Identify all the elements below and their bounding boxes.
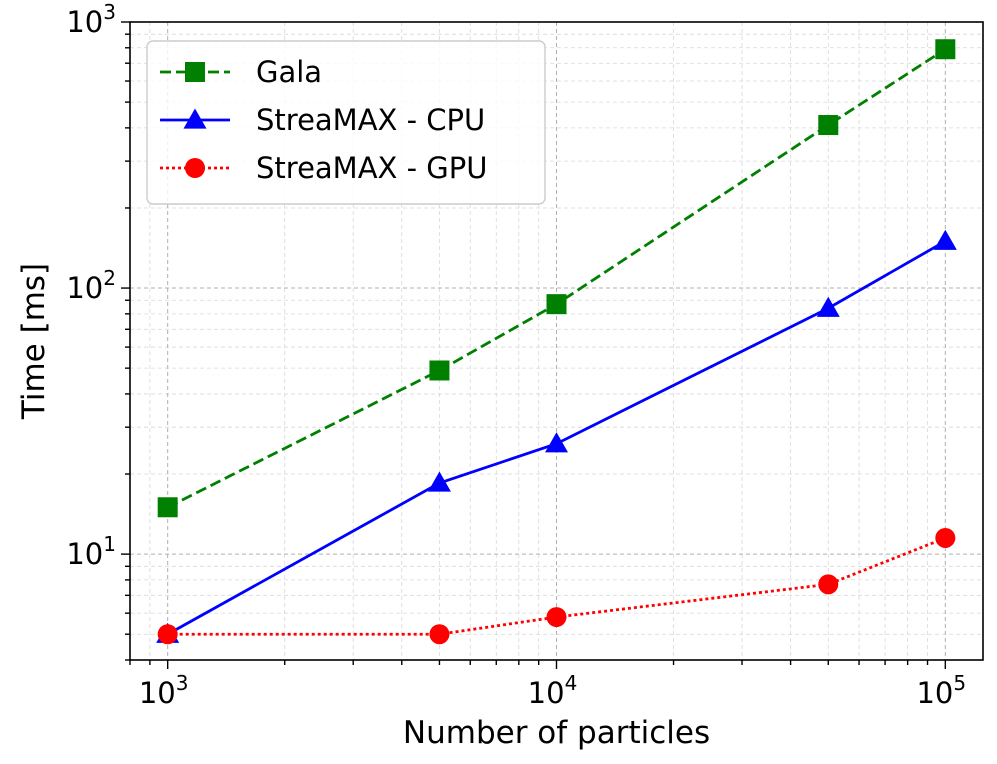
legend-label: Gala [256,55,322,89]
data-point-triangle [545,432,568,453]
x-tick-label: 104 [528,671,578,710]
x-axis-title: Number of particles [403,715,710,751]
data-point-triangle [816,296,840,317]
data-point-circle [157,624,178,645]
legend-item: Gala [160,55,322,89]
data-point-square [546,294,567,315]
tick-marks [121,21,947,669]
data-point-square [429,360,450,381]
legend-item: StreaMAX - CPU [160,103,485,137]
data-point-square [185,62,205,82]
data-point-square [935,39,956,60]
y-tick-label: 103 [66,0,116,39]
y-tick-label: 101 [66,532,116,571]
legend-label: StreaMAX - GPU [256,151,488,185]
legend-box [146,40,546,205]
data-point-square [818,115,839,136]
data-point-circle [429,624,450,645]
x-tick-labels: 103 104 105 [139,671,966,710]
data-point-triangle [183,108,207,129]
data-point-circle [546,607,567,628]
y-axis-title: Time [ms] [16,263,52,420]
data-point-circle [935,527,956,548]
legend-label: StreaMAX - CPU [256,103,485,137]
data-point-square [157,497,178,518]
series-circle [157,527,956,645]
data-point-triangle [933,229,957,250]
y-tick-labels: 101 102 103 [66,0,116,571]
legend-item: StreaMAX - GPU [160,151,488,185]
x-tick-label: 105 [916,671,966,710]
data-point-triangle [427,471,451,492]
y-tick-label: 102 [66,266,116,305]
data-point-circle [185,158,205,178]
data-point-circle [818,574,839,595]
series-square [157,39,956,518]
legend: Gala StreaMAX - CPU StreaMAX - GPU [146,40,546,205]
x-tick-label: 103 [139,671,189,710]
series-layer [156,39,957,645]
